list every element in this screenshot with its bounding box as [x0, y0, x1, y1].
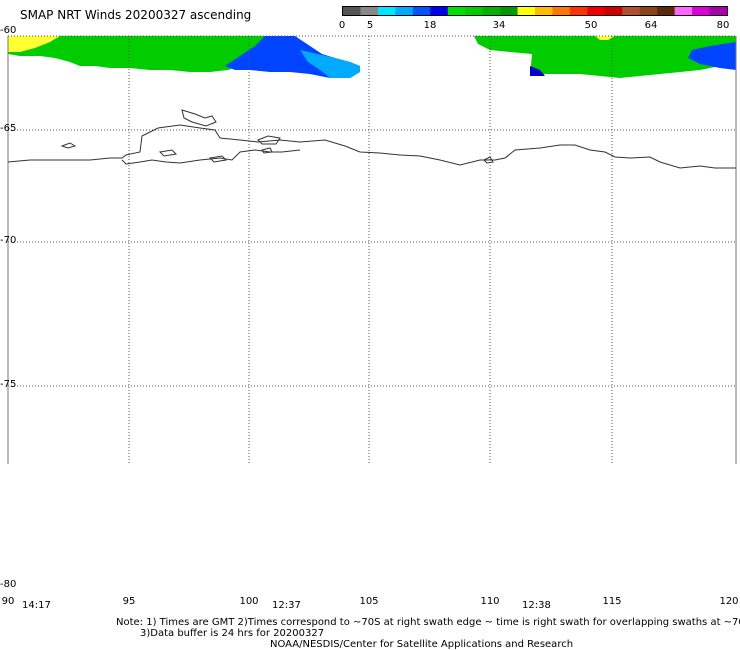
colorbar-tick-label: 0: [338, 20, 346, 31]
colorbar-segment: [657, 7, 676, 15]
colorbar-segment: [569, 7, 588, 15]
map-title: SMAP NRT Winds 20200327 ascending: [20, 8, 252, 22]
colorbar-tick-label: 34: [492, 20, 506, 31]
colorbar-segment: [587, 7, 606, 15]
latitude-label: -70: [0, 235, 17, 246]
longitude-label: 100: [239, 596, 259, 607]
swath-right-blue: [688, 42, 736, 70]
longitude-label: 95: [122, 596, 136, 607]
latitude-label: -65: [0, 123, 17, 134]
map-border: [7, 36, 737, 464]
swath-time-label: 12:38: [522, 600, 551, 611]
swath-time-label: 14:17: [22, 600, 51, 611]
colorbar-tick-label: 18: [423, 20, 437, 31]
colorbar-segment: [465, 7, 484, 15]
swath-right-green: [474, 36, 736, 78]
longitude-label: 115: [602, 596, 622, 607]
colorbar-segment: [360, 7, 379, 15]
note-line-1: Note: 1) Times are GMT 2)Times correspon…: [116, 617, 740, 628]
colorbar-segment: [430, 7, 449, 15]
swath-right-yellow: [595, 36, 615, 40]
colorbar-segment: [535, 7, 553, 15]
colorbar-segment: [412, 7, 431, 15]
colorbar-segment: [500, 7, 519, 15]
latitude-label: -60: [0, 25, 17, 36]
swath-time-label: 12:37: [272, 600, 301, 611]
colorbar-segment: [674, 7, 693, 15]
colorbar-segment: [482, 7, 501, 15]
colorbar-segment: [395, 7, 414, 15]
swath-left-cyan-edge: [300, 50, 360, 78]
swath-left-yellow: [8, 36, 60, 52]
colorbar-segment: [639, 7, 658, 15]
longitude-label: 120: [719, 596, 739, 607]
note-line-2: 3)Data buffer is 24 hrs for 20200327: [140, 628, 325, 639]
longitude-label: 110: [480, 596, 500, 607]
longitude-label: 105: [359, 596, 379, 607]
latitude-label: -75: [0, 379, 17, 390]
latitude-label: -80: [0, 579, 17, 590]
swath-left-green: [8, 36, 265, 72]
colorbar-tick-label: 5: [366, 20, 374, 31]
colorbar-segment: [377, 7, 396, 15]
colorbar-segment: [709, 7, 728, 15]
antarctic-coastline: [7, 109, 736, 169]
colorbar-segment: [517, 7, 536, 15]
colorbar-segment: [552, 7, 571, 15]
colorbar-tick-label: 80: [716, 20, 730, 31]
colorbar-segment: [343, 7, 361, 15]
swath-right-darkblue-edge: [530, 66, 545, 76]
wind-swaths: [8, 36, 736, 78]
graticule: [8, 35, 736, 464]
colorbar-segment: [604, 7, 623, 15]
colorbar-segment: [622, 7, 641, 15]
note-line-3: NOAA/NESDIS/Center for Satellite Applica…: [270, 639, 574, 650]
colorbar-segment: [692, 7, 711, 15]
colorbar: [342, 6, 728, 16]
colorbar-tick-label: 64: [644, 20, 658, 31]
colorbar-segment: [447, 7, 466, 15]
longitude-label: 90: [1, 596, 15, 607]
colorbar-tick-label: 50: [584, 20, 598, 31]
